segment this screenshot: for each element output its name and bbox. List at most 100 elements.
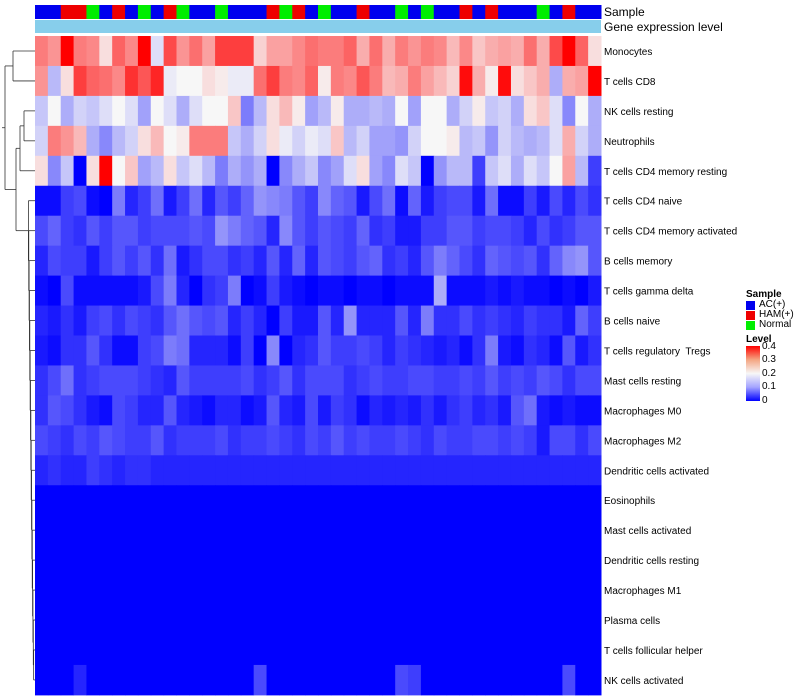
heatmap-cell <box>343 215 358 247</box>
heatmap-cell <box>253 65 268 97</box>
heatmap-cell <box>279 65 293 97</box>
heatmap-cell <box>420 395 435 426</box>
heatmap-cell <box>523 95 538 127</box>
heatmap-cell <box>73 155 87 187</box>
heatmap-cell <box>420 275 435 307</box>
heatmap-cell <box>266 605 280 636</box>
heatmap-cell <box>395 185 409 217</box>
heatmap-cell <box>395 245 409 277</box>
heatmap-cell <box>459 185 473 217</box>
heatmap-cell <box>510 365 525 396</box>
heatmap-cell <box>356 425 370 456</box>
heatmap-cell <box>215 664 229 696</box>
heatmap-cell <box>343 95 358 127</box>
heatmap-cell <box>99 305 113 336</box>
heatmap-cell <box>125 365 139 396</box>
row-label: T cells follicular helper <box>604 646 703 657</box>
heatmap-cell <box>523 455 538 486</box>
heatmap-cell <box>408 155 422 187</box>
heatmap-cell <box>202 215 216 247</box>
heatmap-cell <box>510 185 525 217</box>
heatmap-cell <box>485 95 499 127</box>
heatmap-cell <box>459 455 473 486</box>
heatmap-cell <box>356 664 370 696</box>
heatmap-cell <box>395 215 409 247</box>
heatmap-cell <box>202 485 216 516</box>
level-legend: Level 0.4 0.3 0.2 0.1 0 <box>746 334 794 406</box>
heatmap-cell <box>510 305 525 336</box>
level-legend-title: Level <box>746 334 772 345</box>
heatmap-cell <box>163 485 177 516</box>
sample-annotation-cell <box>330 5 345 19</box>
heatmap-cell <box>356 275 370 307</box>
heatmap-cell <box>227 215 242 247</box>
heatmap-cell <box>112 36 126 67</box>
heatmap-cell <box>266 155 280 187</box>
heatmap-cell <box>510 545 525 576</box>
heatmap-cell <box>588 125 602 157</box>
heatmap-cell <box>420 365 435 396</box>
heatmap-cell <box>215 575 229 606</box>
heatmap-cell <box>382 275 396 307</box>
heatmap-cell <box>125 155 139 187</box>
heatmap-cell <box>446 455 460 486</box>
heatmap-cell <box>189 395 203 426</box>
heatmap-cell <box>35 365 49 396</box>
heatmap-cell <box>99 545 113 576</box>
heatmap-cell <box>433 515 448 546</box>
heatmap-cell <box>112 455 126 486</box>
heatmap-cell <box>137 215 152 247</box>
heatmap-cell <box>266 125 280 157</box>
heatmap-cell <box>253 545 268 576</box>
heatmap-cell <box>47 275 62 307</box>
heatmap-cell <box>485 275 499 307</box>
heatmap-cell <box>35 425 49 456</box>
heatmap-cell <box>485 515 499 546</box>
heatmap-cell <box>588 36 602 67</box>
heatmap-cell <box>330 605 345 636</box>
heatmap-cell <box>60 635 75 666</box>
heatmap-cell <box>292 605 306 636</box>
heatmap-cell <box>112 65 126 97</box>
sample-track-label: Sample <box>604 5 645 19</box>
sample-annotation-cell <box>305 5 319 19</box>
heatmap-cell <box>459 635 473 666</box>
heatmap-cell <box>523 545 538 576</box>
heatmap-cell <box>227 515 242 546</box>
heatmap-cell <box>202 365 216 396</box>
heatmap-cell <box>86 275 100 307</box>
sample-annotation-cell <box>279 5 293 19</box>
heatmap-cell <box>266 275 280 307</box>
heatmap-cell <box>125 125 139 157</box>
heatmap-cell <box>137 425 152 456</box>
heatmap-cell <box>498 335 512 366</box>
heatmap-cell <box>73 215 87 247</box>
heatmap-cell <box>266 95 280 127</box>
heatmap-cell <box>112 215 126 247</box>
row-label: Macrophages M2 <box>604 436 682 447</box>
heatmap-cell <box>369 365 383 396</box>
heatmap-cell <box>292 635 306 666</box>
heatmap-cell <box>137 245 152 277</box>
heatmap-cell <box>35 545 49 576</box>
heatmap-cell <box>562 305 576 336</box>
row-label: B cells naive <box>604 317 661 328</box>
heatmap-cell <box>369 215 383 247</box>
heatmap-cell <box>163 335 177 366</box>
heatmap-cell <box>176 95 190 127</box>
heatmap-cell <box>369 605 383 636</box>
heatmap-cell <box>35 395 49 426</box>
heatmap-cell <box>395 65 409 97</box>
sample-annotation-cell <box>318 5 332 19</box>
heatmap-cell <box>240 515 255 546</box>
heatmap-cell <box>562 245 576 277</box>
heatmap-cell <box>395 335 409 366</box>
heatmap-cell <box>227 36 242 67</box>
heatmap-cell <box>472 635 486 666</box>
heatmap-cell <box>446 275 460 307</box>
heatmap-cell <box>125 36 139 67</box>
heatmap-cell <box>150 245 165 277</box>
heatmap-cell <box>472 365 486 396</box>
sample-annotation-cell <box>395 5 409 19</box>
sample-annotation-cell <box>549 5 563 19</box>
